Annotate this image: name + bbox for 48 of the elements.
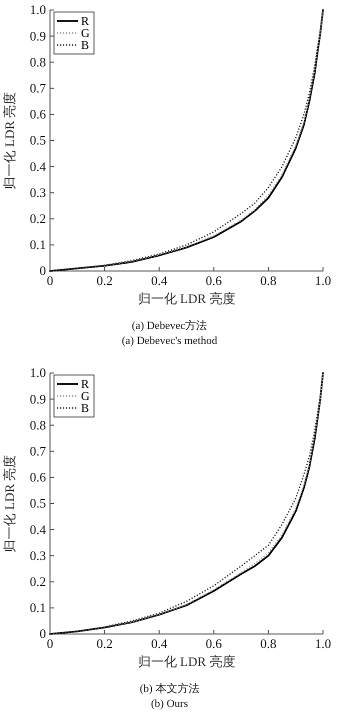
x-tick-label: 0.4 bbox=[151, 636, 168, 652]
y-tick-label: 0.2 bbox=[30, 574, 46, 589]
y-tick-label: 0.7 bbox=[30, 443, 46, 458]
x-tick-label: 0.6 bbox=[206, 636, 222, 652]
text: (a) Debevec's method bbox=[122, 335, 218, 347]
y-tick-label: 0.8 bbox=[30, 54, 46, 70]
text: (a) Debevec方法 bbox=[132, 319, 208, 332]
y-tick-label: 1.0 bbox=[30, 2, 46, 18]
legend-label: B bbox=[81, 401, 90, 415]
y-tick-label: 0 bbox=[40, 263, 46, 278]
y-tick-label: 0.3 bbox=[30, 548, 46, 563]
y-tick-label: 1.0 bbox=[30, 365, 46, 380]
y-tick-label: 0.8 bbox=[30, 417, 46, 432]
line-series bbox=[49, 372, 324, 635]
legend-label: R bbox=[81, 14, 90, 28]
y-tick-label: 0.9 bbox=[30, 28, 46, 44]
text: (b) 本文方法 bbox=[140, 682, 200, 695]
y-tick-label: 0.4 bbox=[30, 158, 46, 174]
legend-label: G bbox=[81, 26, 90, 40]
x-tick-label: 0.8 bbox=[260, 273, 277, 288]
y-tick-label: 0.4 bbox=[30, 522, 46, 537]
y-tick-label: 0.7 bbox=[30, 80, 46, 96]
x-tick-label: 0.2 bbox=[96, 273, 113, 288]
x-tick-label: 0.6 bbox=[206, 273, 222, 288]
y-tick-label: 0.2 bbox=[30, 210, 46, 226]
x-axis-title: 归一化 LDR 亮度 bbox=[138, 291, 236, 306]
text: (b) Ours bbox=[151, 698, 188, 710]
y-tick-label: 0 bbox=[40, 626, 46, 642]
y-tick-label: 0.5 bbox=[30, 132, 46, 148]
line-series bbox=[49, 9, 324, 272]
y-tick-label: 0.1 bbox=[30, 237, 46, 252]
y-tick-label: 0.9 bbox=[30, 391, 46, 406]
legend-label: G bbox=[81, 389, 90, 403]
y-tick-label: 0.5 bbox=[30, 496, 46, 511]
y-tick-label: 0.3 bbox=[30, 184, 46, 200]
x-tick-label: 0.8 bbox=[260, 636, 277, 652]
legend-label: R bbox=[81, 377, 90, 391]
y-tick-label: 0.1 bbox=[30, 600, 46, 616]
x-axis-title: 归一化 LDR 亮度 bbox=[138, 654, 236, 669]
x-tick-label: 1.0 bbox=[314, 636, 332, 652]
x-tick-label: 0.2 bbox=[96, 636, 113, 652]
y-tick-label: 0.6 bbox=[30, 470, 46, 485]
y-axis-title: 归一化 LDR 亮度 bbox=[2, 92, 17, 190]
y-tick-label: 0.6 bbox=[30, 106, 46, 122]
y-axis-title: 归一化 LDR 亮度 bbox=[2, 454, 17, 552]
x-tick-label: 0.4 bbox=[151, 273, 168, 288]
x-tick-label: 1.0 bbox=[314, 273, 332, 288]
legend-label: B bbox=[81, 38, 90, 52]
